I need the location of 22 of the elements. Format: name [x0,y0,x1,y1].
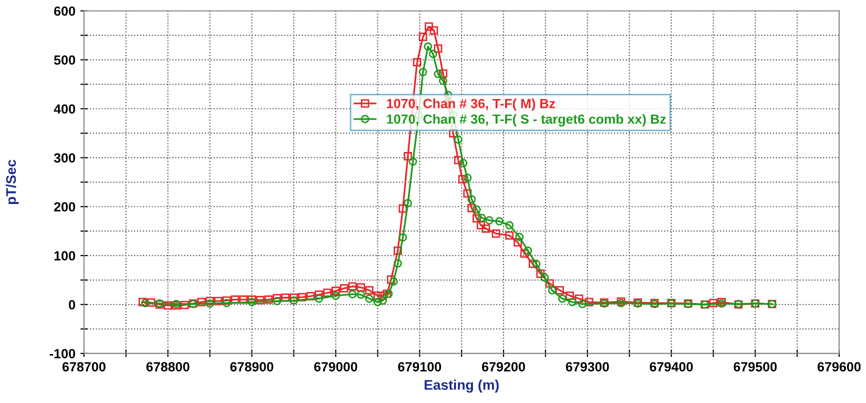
x-tick-label: 679600 [818,362,861,372]
y-tick-label: 500 [54,55,76,65]
x-tick-label: 678800 [146,362,190,372]
y-tick-label: 100 [54,251,76,260]
y-tick-label: 400 [54,104,76,114]
y-tick-label: 200 [54,202,76,212]
x-tick-label: 679200 [482,362,526,372]
x-tick-label: 679000 [314,362,358,372]
y-tick-label: 300 [54,153,76,163]
x-tick-label: 678900 [230,362,274,372]
y-tick-label: 0 [68,300,76,310]
x-tick-label: 679300 [566,362,609,372]
x-tick-label: 679400 [650,362,693,372]
x-tick-label: 678700 [62,362,106,372]
y-tick-label: -100 [50,349,76,358]
y-axis-title: pT/Sec [6,160,19,204]
x-tick-label: 679500 [734,362,777,372]
x-tick-label: 679100 [398,362,442,372]
y-tick-label: 600 [54,6,76,16]
legend-label: 1070, Chan # 36, T-F( M) Bz [386,98,556,111]
x-axis-title: Easting (m) [424,380,499,393]
legend-label: 1070, Chan # 36, T-F( S - target6 comb xx) Bz [386,114,666,126]
